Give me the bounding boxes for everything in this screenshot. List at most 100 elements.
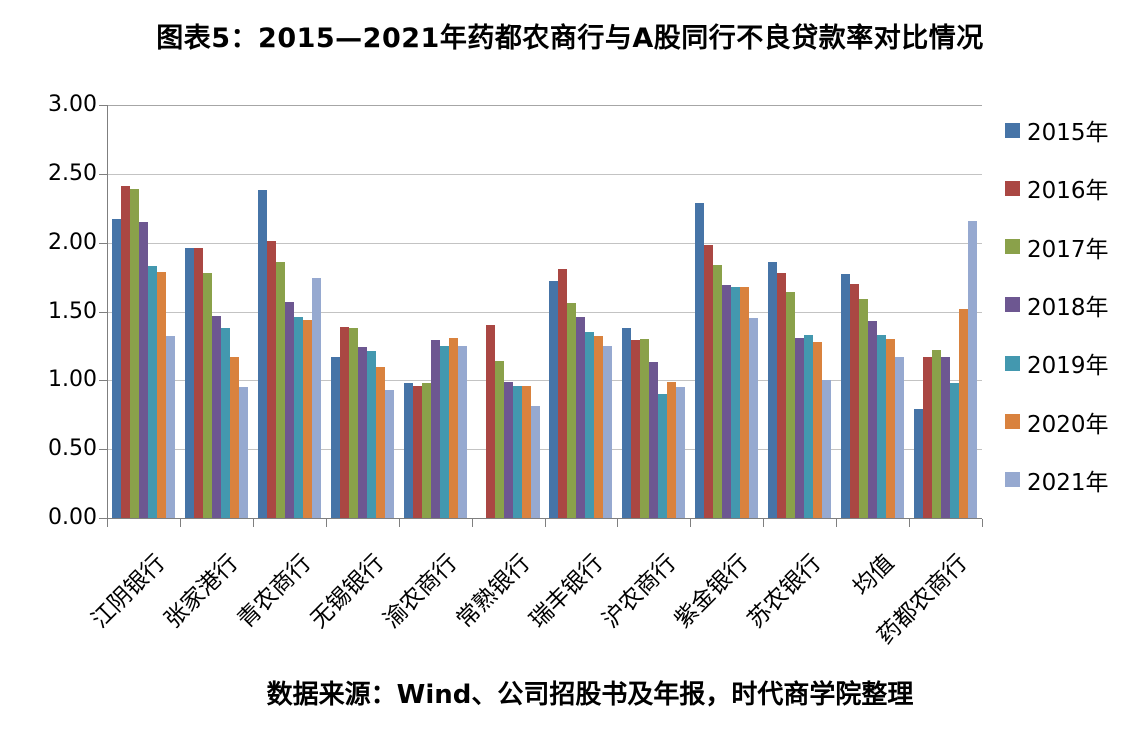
x-axis-tick (544, 519, 546, 527)
x-axis-label-紫金银行: 紫金银行 (670, 549, 754, 634)
gridline (107, 380, 982, 382)
legend-swatch-icon (1005, 180, 1020, 196)
bar-2017年-江阴银行 (129, 189, 139, 518)
bar-2018年-苏农银行 (795, 338, 805, 518)
x-axis-label-江阴银行: 江阴银行 (87, 549, 171, 634)
bar-group-张家港行 (180, 105, 253, 518)
bar-2021年-青农商行 (311, 278, 321, 518)
bar-2015年-无锡银行 (330, 357, 340, 518)
bar-2018年-渝农商行 (430, 340, 440, 518)
bar-2018年-药都农商行 (941, 357, 951, 518)
bar-group-青农商行 (253, 105, 326, 518)
bar-2020年-瑞丰银行 (594, 336, 604, 518)
bar-2015年-均值 (841, 274, 851, 518)
bar-2015年-江阴银行 (111, 219, 121, 518)
bar-2019年-药都农商行 (950, 383, 960, 518)
bar-2021年-张家港行 (238, 387, 248, 518)
legend-item-2016年: 2016年 (1005, 171, 1109, 205)
x-axis-label-常熟银行: 常熟银行 (451, 549, 536, 634)
y-axis-tick (99, 105, 107, 106)
bar-2017年-均值 (859, 299, 869, 518)
bar-2018年-均值 (868, 321, 878, 518)
bar-group-常熟银行 (472, 105, 545, 518)
x-axis-tick (836, 519, 838, 527)
bar-2016年-紫金银行 (704, 245, 714, 518)
legend-item-2017年: 2017年 (1005, 230, 1109, 264)
bar-2017年-常熟银行 (494, 361, 504, 518)
bar-2019年-苏农银行 (804, 335, 814, 518)
bar-2021年-渝农商行 (457, 346, 467, 518)
bar-2017年-青农商行 (275, 262, 285, 518)
bar-2015年-渝农商行 (403, 383, 413, 518)
y-axis-tick-label: 3.00 (48, 92, 97, 117)
legend-swatch-icon (1005, 297, 1020, 313)
chart-source: 数据来源：Wind、公司招股书及年报，时代商学院整理 (266, 680, 914, 710)
bar-2017年-苏农银行 (786, 292, 796, 518)
x-axis-label-苏农银行: 苏农银行 (743, 549, 827, 634)
bar-2015年-沪农商行 (622, 328, 632, 518)
bar-2015年-紫金银行 (695, 203, 705, 518)
bar-2020年-青农商行 (302, 320, 312, 518)
y-axis-tick (99, 518, 107, 519)
bar-2016年-沪农商行 (631, 340, 641, 518)
gridline (107, 311, 982, 313)
bar-2017年-药都农商行 (932, 350, 942, 518)
bar-2020年-常熟银行 (521, 386, 531, 518)
bar-2015年-张家港行 (184, 248, 194, 518)
y-axis-tick (99, 173, 107, 175)
x-axis-tick (325, 519, 327, 527)
bar-2017年-张家港行 (202, 273, 212, 518)
x-axis-tick (398, 519, 400, 527)
bar-2019年-紫金银行 (731, 287, 741, 518)
bar-2019年-瑞丰银行 (585, 332, 595, 518)
bar-2021年-苏农银行 (822, 380, 832, 518)
bar-2020年-渝农商行 (448, 338, 458, 518)
bar-2018年-常熟银行 (503, 382, 513, 518)
bar-2019年-常熟银行 (512, 386, 522, 518)
bar-2018年-沪农商行 (649, 362, 659, 518)
bar-2020年-均值 (886, 339, 896, 518)
y-axis-tick-label: 1.50 (48, 298, 97, 324)
bar-2018年-青农商行 (284, 302, 294, 518)
gridline (107, 242, 982, 244)
legend-label: 2015年 (1027, 120, 1109, 146)
bar-2016年-瑞丰银行 (558, 269, 568, 518)
legend-item-2021年: 2021年 (1005, 463, 1109, 497)
legend-item-2018年: 2018年 (1005, 288, 1109, 322)
legend-label: 2016年 (1027, 178, 1109, 205)
x-axis-tick (763, 519, 765, 527)
legend-label: 2019年 (1027, 353, 1109, 380)
bar-2017年-沪农商行 (640, 339, 650, 518)
x-axis-tick (982, 519, 983, 527)
legend-swatch-icon (1005, 239, 1020, 255)
bar-2019年-均值 (877, 335, 887, 518)
x-axis-line (107, 518, 982, 519)
bar-2015年-瑞丰银行 (549, 281, 559, 518)
chart-title: 图表5：2015—2021年药都农商行与A股同行不良贷款率对比情况 (156, 23, 984, 54)
bar-2020年-沪农商行 (667, 382, 677, 518)
x-axis-label-张家港行: 张家港行 (159, 549, 244, 634)
bar-2020年-无锡银行 (375, 367, 385, 518)
bar-group-药都农商行 (909, 105, 982, 518)
x-axis-label-沪农商行: 沪农商行 (597, 549, 681, 634)
bar-2020年-紫金银行 (740, 287, 750, 518)
bar-2016年-苏农银行 (777, 273, 787, 518)
legend-swatch-icon (1005, 414, 1020, 429)
bar-group-紫金银行 (690, 105, 763, 518)
bar-group-渝农商行 (399, 105, 472, 518)
bar-2021年-均值 (895, 357, 905, 518)
legend-label: 2021年 (1027, 469, 1109, 496)
bar-2015年-青农商行 (257, 190, 267, 518)
bar-2018年-张家港行 (211, 316, 221, 518)
bar-2020年-苏农银行 (813, 342, 823, 518)
y-axis-tick-label: 0.50 (48, 436, 97, 462)
bar-2019年-渝农商行 (439, 346, 449, 518)
bar-2017年-渝农商行 (421, 383, 431, 518)
y-axis-tick-label: 2.00 (48, 229, 97, 255)
x-axis-tick (179, 519, 181, 527)
bar-2021年-无锡银行 (384, 390, 394, 518)
y-axis-tick-label: 2.50 (48, 160, 97, 186)
gridline (107, 173, 982, 175)
x-axis-label-青农商行: 青农商行 (232, 549, 317, 634)
bar-group-瑞丰银行 (545, 105, 618, 518)
